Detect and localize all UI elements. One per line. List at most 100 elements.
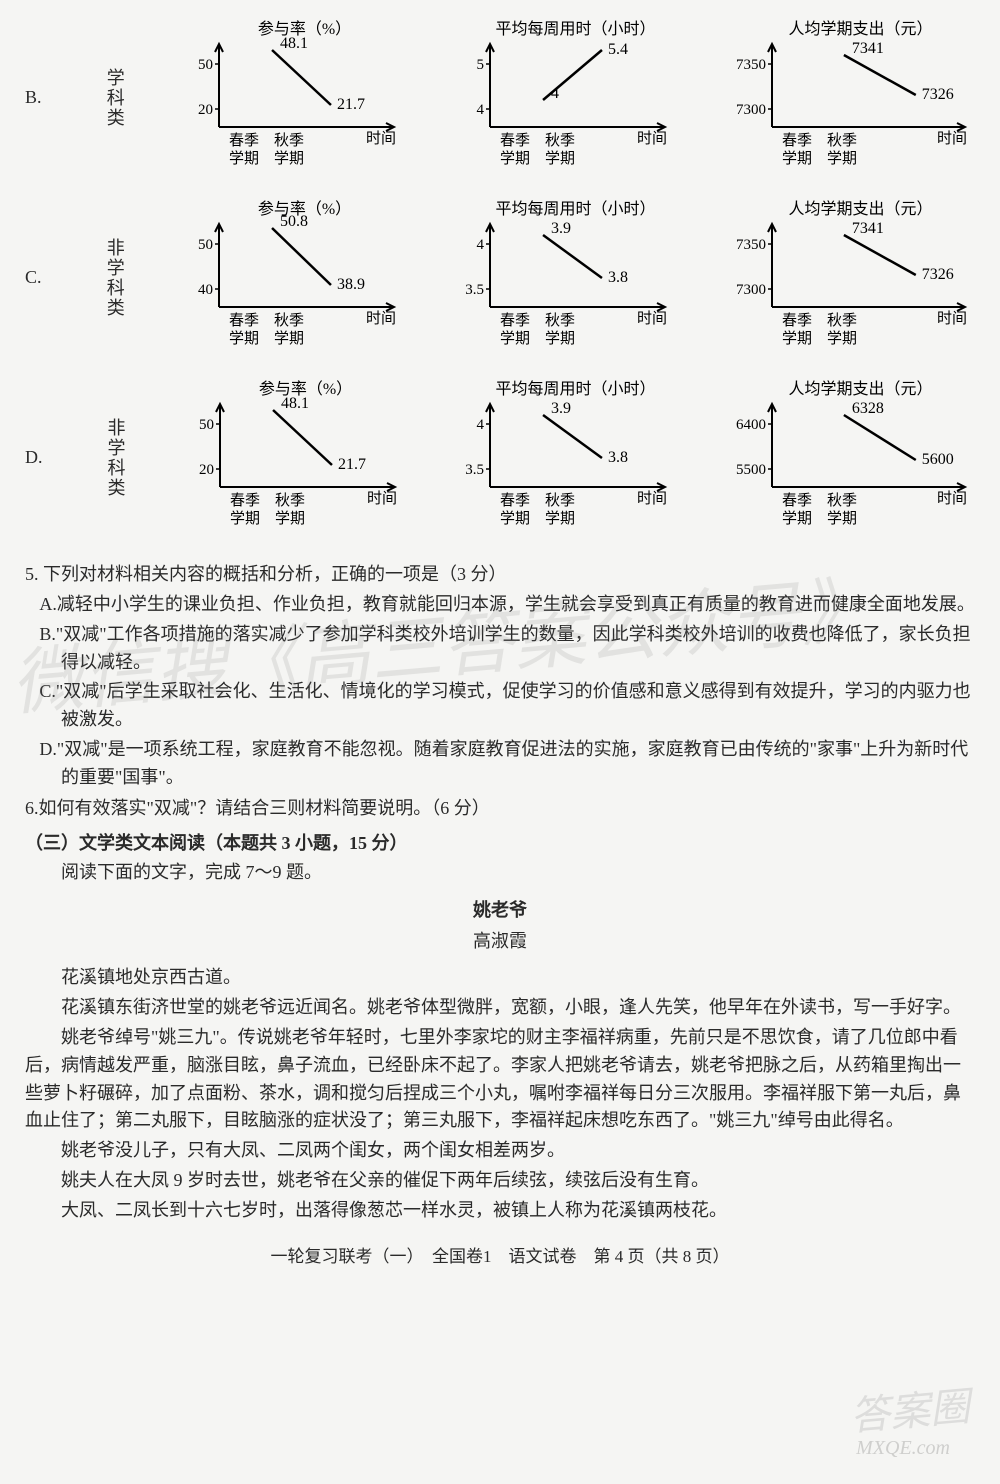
point2-label: 5.4 [608, 41, 628, 58]
option-label: C. [25, 263, 42, 292]
chart-svg: 参与率（%） 50 20 48.1 21.7 时间 春季 学期 秋季 学期 [189, 20, 404, 175]
point2-label: 38.9 [337, 276, 365, 293]
point1-label: 3.9 [551, 400, 571, 417]
chart-title: 人均学期支出（元） [788, 380, 932, 398]
xcat1-l1: 春季 [782, 492, 812, 509]
row-category-label: 非学科类 [101, 418, 130, 498]
charts-container: B.学科类 参与率（%） 50 20 48.1 21.7 时间 春季 学期 秋季 [25, 20, 975, 535]
passage-paragraph: 姚老爷绰号"姚三九"。传说姚老爷年轻时，七里外李家坨的财主李福祥病重，先前只是不… [25, 1024, 975, 1136]
mini-chart: 参与率（%） 50 20 48.1 21.7 时间 春季 学期 秋季 学期 [190, 380, 405, 535]
passage-title: 姚老爷 [25, 896, 975, 925]
xcat1-l2: 学期 [229, 150, 259, 167]
chart-title: 平均每周用时（小时） [495, 380, 655, 398]
point2-label: 21.7 [338, 456, 366, 473]
chart-title: 平均每周用时（小时） [495, 200, 655, 218]
xcat1-l2: 学期 [782, 510, 812, 527]
point2-label: 7326 [922, 86, 954, 103]
ytick-low: 3.5 [465, 462, 484, 478]
chart-row: C. 非学科类 参与率（%） 50 40 50.8 38.9 时间 春季 学期 秋… [25, 200, 975, 355]
point1-label: 4 [551, 85, 559, 102]
section-3-instr: 阅读下面的文字，完成 7～9 题。 [25, 858, 975, 887]
xcat1-l2: 学期 [500, 510, 530, 527]
chart-svg: 平均每周用时（小时） 5 4 4 5.4 时间 春季 学期 秋季 学期 [460, 20, 675, 175]
chart-row: B.学科类 参与率（%） 50 20 48.1 21.7 时间 春季 学期 秋季 [25, 20, 975, 175]
xcat1-l1: 春季 [782, 312, 812, 329]
xcat2-l1: 秋季 [545, 132, 575, 149]
passage-paragraph: 花溪镇地处京西古道。 [25, 964, 975, 992]
ytick-high: 4 [476, 417, 484, 433]
xlabel: 时间 [637, 130, 667, 147]
passage-author: 高淑霞 [25, 927, 975, 956]
page-footer: 一轮复习联考（一） 全国卷1 语文试卷 第 4 页（共 8 页） [25, 1243, 975, 1270]
q5-opt-c: C."双减"后学生采取社会化、生活化、情境化的学习模式，促使学习的价值感和意义感… [25, 678, 975, 734]
xcat2-l1: 秋季 [275, 492, 305, 509]
point1-label: 6328 [852, 400, 884, 417]
xlabel: 时间 [937, 130, 967, 147]
mini-chart: 参与率（%） 50 20 48.1 21.7 时间 春季 学期 秋季 学期 [189, 20, 404, 175]
xcat1-l2: 学期 [782, 150, 812, 167]
point2-label: 21.7 [337, 96, 365, 113]
question-6: 6.如何有效落实"双减"？请结合三则材料简要说明。（6 分） [25, 794, 975, 823]
xcat2-l2: 学期 [827, 150, 857, 167]
xcat2-l1: 秋季 [827, 492, 857, 509]
xcat1-l2: 学期 [230, 510, 260, 527]
watermark-2: 答案圈 [847, 1375, 972, 1449]
point1-label: 7341 [852, 220, 884, 237]
passage-paragraph: 大凤、二凤长到十六七岁时，出落得像葱芯一样水灵，被镇上人称为花溪镇两枝花。 [25, 1197, 975, 1225]
xlabel: 时间 [637, 310, 667, 327]
xcat2-l1: 秋季 [274, 312, 304, 329]
xcat1-l2: 学期 [782, 330, 812, 347]
xlabel: 时间 [367, 490, 397, 507]
ytick-high: 6400 [736, 417, 766, 433]
mini-chart: 参与率（%） 50 40 50.8 38.9 时间 春季 学期 秋季 学期 [189, 200, 404, 355]
point2-label: 5600 [922, 451, 954, 468]
point2-label: 7326 [922, 266, 954, 283]
point1-label: 48.1 [280, 35, 308, 52]
mini-chart: 人均学期支出（元） 7350 7300 7341 7326 时间 春季 学期 秋… [730, 20, 975, 175]
ytick-low: 20 [199, 462, 214, 478]
chart-svg: 参与率（%） 50 40 50.8 38.9 时间 春季 学期 秋季 学期 [189, 200, 404, 355]
mini-chart: 人均学期支出（元） 7350 7300 7341 7326 时间 春季 学期 秋… [730, 200, 975, 355]
xcat1-l2: 学期 [500, 150, 530, 167]
xcat1-l1: 春季 [500, 492, 530, 509]
passage-paragraph: 姚老爷没儿子，只有大凤、二凤两个闺女，两个闺女相差两岁。 [25, 1137, 975, 1165]
xlabel: 时间 [366, 130, 396, 147]
xcat2-l2: 学期 [545, 510, 575, 527]
xcat2-l1: 秋季 [827, 132, 857, 149]
ytick-high: 7350 [736, 57, 766, 73]
xcat2-l1: 秋季 [274, 132, 304, 149]
chart-title: 人均学期支出（元） [788, 20, 932, 38]
xcat2-l2: 学期 [274, 330, 304, 347]
point1-label: 50.8 [280, 213, 308, 230]
mini-chart: 人均学期支出（元） 6400 5500 6328 5600 时间 春季 学期 秋… [730, 380, 975, 535]
ytick-low: 7300 [736, 102, 766, 118]
xlabel: 时间 [937, 490, 967, 507]
passage-paragraph: 姚夫人在大凤 9 岁时去世，姚老爷在父亲的催促下两年后续弦，续弦后没有生育。 [25, 1167, 975, 1195]
chart-svg: 平均每周用时（小时） 4 3.5 3.9 3.8 时间 春季 学期 秋季 学期 [460, 200, 675, 355]
chart-title: 平均每周用时（小时） [495, 20, 655, 38]
chart-svg: 平均每周用时（小时） 4 3.5 3.9 3.8 时间 春季 学期 秋季 学期 [460, 380, 675, 535]
xcat2-l1: 秋季 [545, 312, 575, 329]
xlabel: 时间 [937, 310, 967, 327]
chart-svg: 人均学期支出（元） 7350 7300 7341 7326 时间 春季 学期 秋… [730, 200, 975, 355]
point1-label: 3.9 [551, 220, 571, 237]
xcat2-l2: 学期 [274, 150, 304, 167]
q5-stem: 5. 下列对材料相关内容的概括和分析，正确的一项是（3 分） [25, 560, 975, 589]
chart-svg: 人均学期支出（元） 7350 7300 7341 7326 时间 春季 学期 秋… [730, 20, 975, 175]
point2-label: 3.8 [608, 449, 628, 466]
ytick-high: 4 [476, 237, 484, 253]
q5-opt-d: D."双减"是一项系统工程，家庭教育不能忽视。随着家庭教育促进法的实施，家庭教育… [25, 736, 975, 792]
ytick-high: 7350 [736, 237, 766, 253]
row-category-label: 非学科类 [100, 238, 129, 318]
q5-opt-a: A.减轻中小学生的课业负担、作业负担，教育就能回归本源，学生就会享受到真正有质量… [25, 591, 975, 619]
chart-row: D.非学科类 参与率（%） 50 20 48.1 21.7 时间 春季 学期 秋… [25, 380, 975, 535]
mini-chart: 平均每周用时（小时） 4 3.5 3.9 3.8 时间 春季 学期 秋季 学期 [460, 380, 675, 535]
xcat2-l1: 秋季 [545, 492, 575, 509]
ytick-low: 7300 [736, 282, 766, 298]
ytick-high: 50 [199, 417, 214, 433]
xcat2-l2: 学期 [545, 330, 575, 347]
mini-chart: 平均每周用时（小时） 4 3.5 3.9 3.8 时间 春季 学期 秋季 学期 [460, 200, 675, 355]
ytick-high: 50 [198, 237, 213, 253]
xcat2-l1: 秋季 [827, 312, 857, 329]
xcat1-l1: 春季 [782, 132, 812, 149]
